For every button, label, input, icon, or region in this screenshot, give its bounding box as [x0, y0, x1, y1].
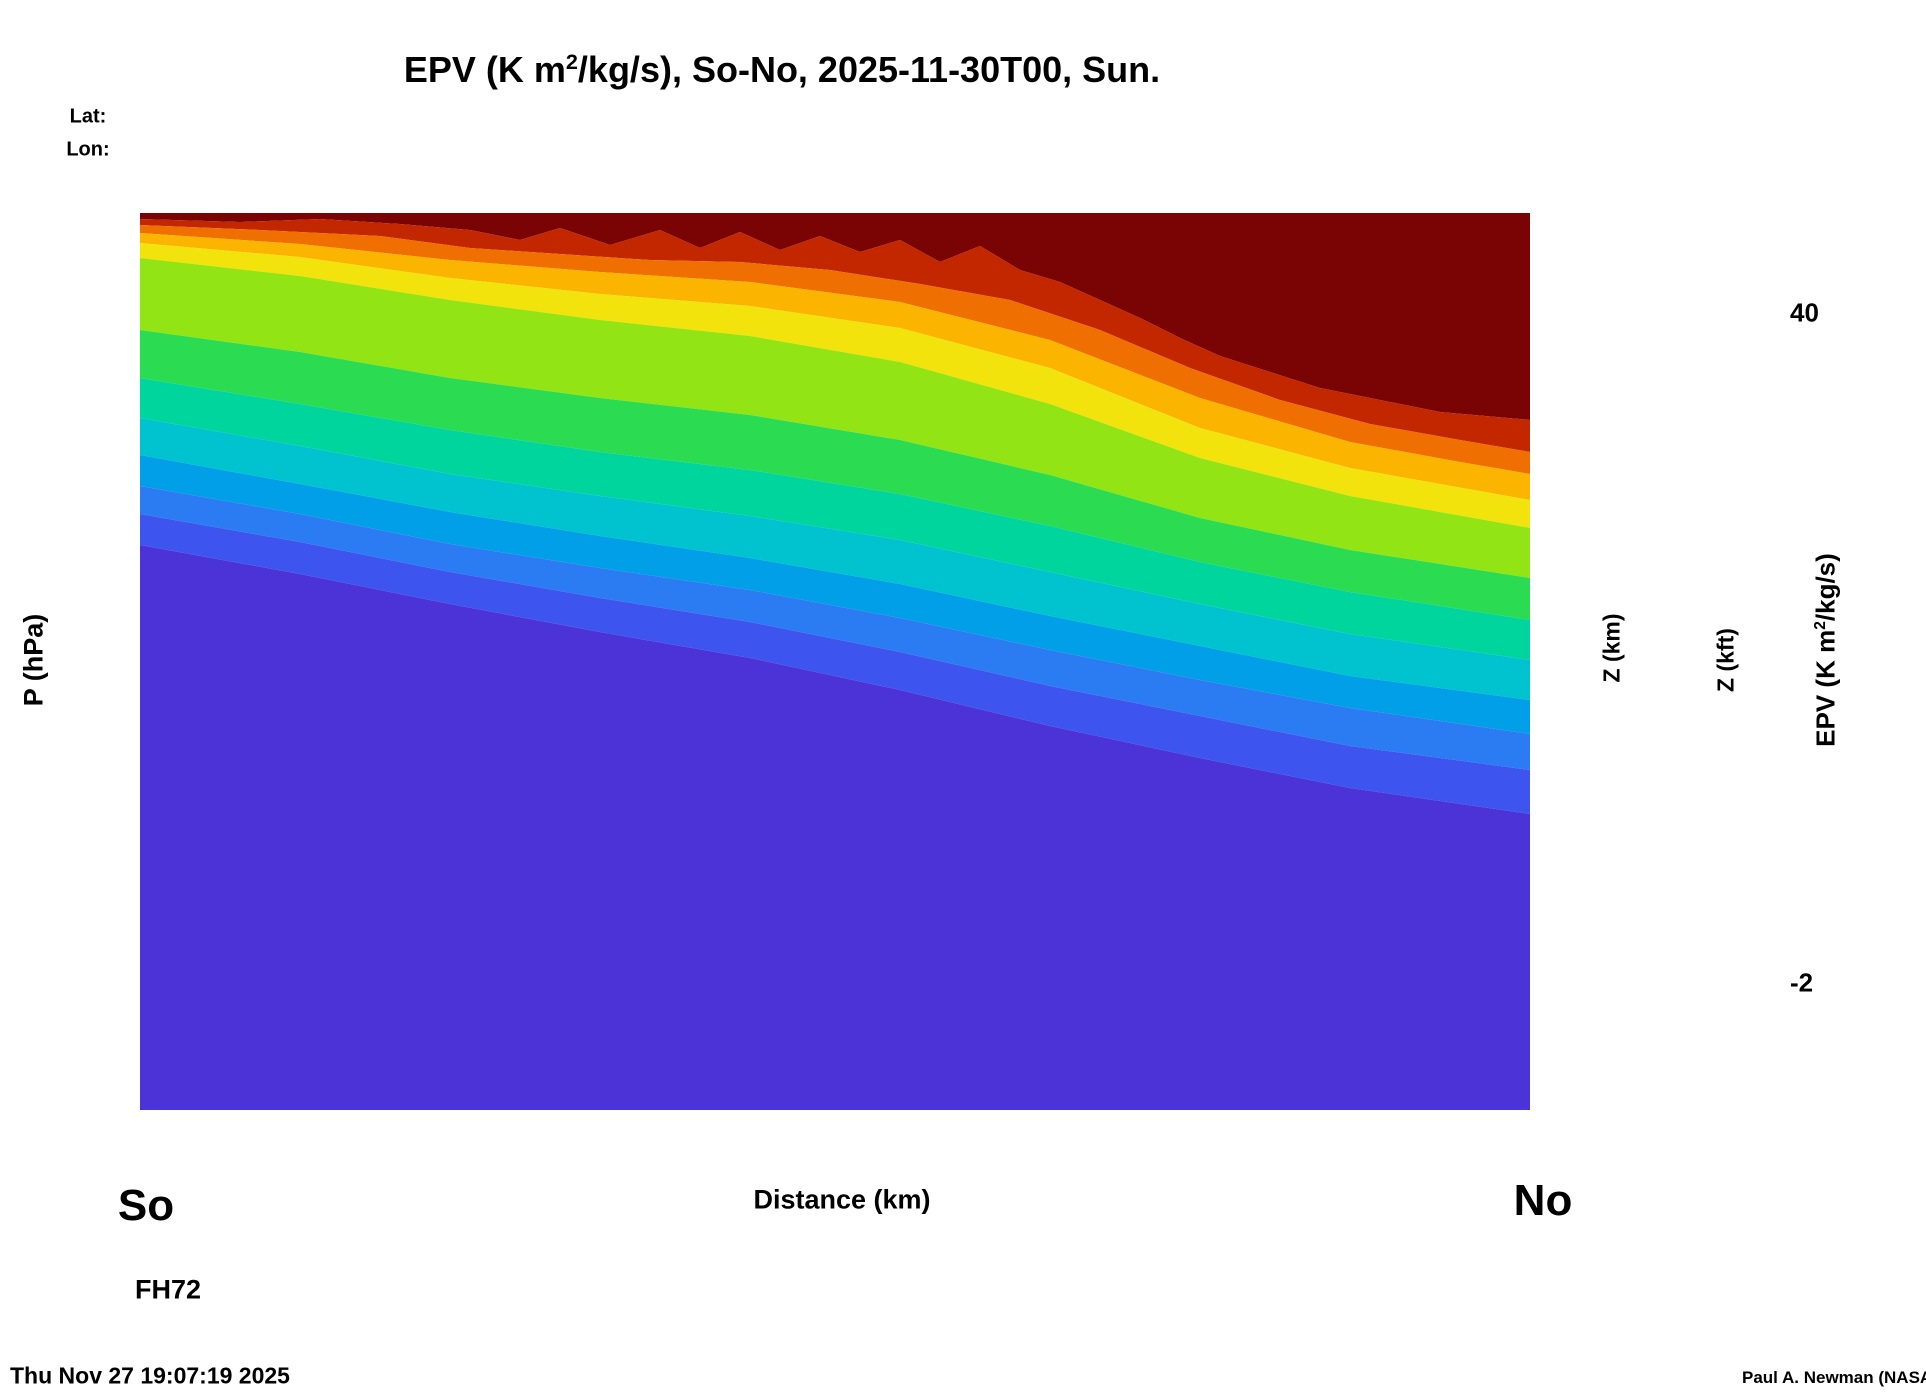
colorbar-title-part1: EPV (K m — [1810, 629, 1841, 747]
epv-band — [140, 514, 1530, 814]
forecast-hour-label: FH72 — [134, 1274, 202, 1305]
z-km-axis-title: Z (km) — [1598, 613, 1625, 683]
epv-band — [140, 455, 1530, 734]
colorbar-max-label: 40 — [1790, 297, 1819, 328]
north-endpoint-label: No — [1513, 1176, 1573, 1225]
epv-band — [140, 545, 1530, 1110]
colorbar-min-label: -2 — [1790, 967, 1814, 998]
epv-band — [140, 330, 1530, 620]
epv-band — [140, 233, 1530, 500]
credit-text: Paul A. Newman (NASA — [1742, 1368, 1926, 1387]
epv-band — [140, 258, 1530, 578]
page-title: EPV (K m2/kg/s), So-No, 2025-11-30T00, S… — [404, 49, 1160, 91]
epv-band — [140, 225, 1530, 474]
colorbar-title-part2: /kg/s) — [1810, 553, 1841, 622]
epv-band — [140, 219, 1530, 452]
epv-band — [140, 486, 1530, 770]
plot-field — [140, 213, 1530, 1110]
title-part2: /kg/s), So-No, 2025-11-30T00, Sun. — [577, 49, 1161, 90]
title-part1: EPV (K m — [403, 49, 566, 90]
x-axis-title: Distance (km) — [753, 1184, 931, 1215]
z-kft-axis-title: Z (kft) — [1712, 628, 1739, 692]
y-axis-title: P (hPa) — [18, 613, 49, 707]
epv-band — [140, 213, 1530, 420]
south-endpoint-label: So — [117, 1181, 175, 1230]
lon-row-label: Lon: — [66, 138, 110, 161]
lat-row-label: Lat: — [69, 105, 107, 128]
epv-band — [140, 418, 1530, 700]
epv-band — [140, 243, 1530, 528]
title-sup: 2 — [565, 49, 578, 74]
epv-band — [140, 378, 1530, 660]
colorbar-title: EPV (K m2/kg/s) — [1811, 553, 1842, 747]
legend — [1042, 1195, 1453, 1377]
colorbar-title-sup: 2 — [1811, 621, 1829, 630]
timestamp: Thu Nov 27 19:07:19 2025 — [10, 1362, 290, 1389]
